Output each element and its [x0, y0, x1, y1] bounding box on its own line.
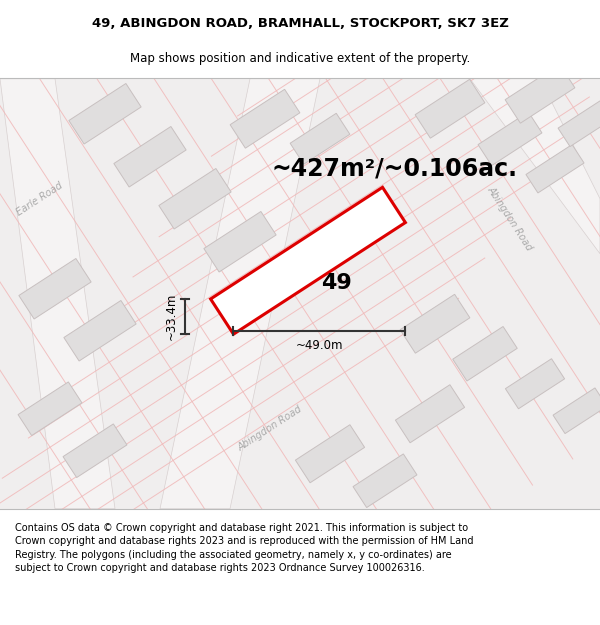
Polygon shape — [69, 84, 141, 144]
Text: ~33.4m: ~33.4m — [164, 293, 178, 340]
Polygon shape — [505, 64, 575, 123]
Text: Abingdon Road: Abingdon Road — [236, 404, 304, 453]
Polygon shape — [295, 425, 365, 483]
Polygon shape — [526, 144, 584, 193]
Text: Contains OS data © Crown copyright and database right 2021. This information is : Contains OS data © Crown copyright and d… — [15, 523, 473, 573]
Polygon shape — [415, 79, 485, 138]
Polygon shape — [64, 301, 136, 361]
Polygon shape — [19, 259, 91, 319]
Polygon shape — [204, 211, 276, 272]
Polygon shape — [290, 113, 350, 164]
Polygon shape — [114, 126, 186, 187]
Polygon shape — [211, 188, 406, 334]
Text: Map shows position and indicative extent of the property.: Map shows position and indicative extent… — [130, 52, 470, 65]
Text: Abingdon Road: Abingdon Road — [485, 185, 535, 253]
Polygon shape — [230, 89, 300, 148]
Polygon shape — [553, 388, 600, 434]
Polygon shape — [478, 112, 542, 166]
Polygon shape — [558, 101, 600, 147]
Polygon shape — [160, 79, 320, 509]
Text: ~49.0m: ~49.0m — [296, 339, 343, 352]
Polygon shape — [159, 169, 231, 229]
Polygon shape — [63, 424, 127, 478]
Polygon shape — [453, 326, 517, 381]
Text: 49, ABINGDON ROAD, BRAMHALL, STOCKPORT, SK7 3EZ: 49, ABINGDON ROAD, BRAMHALL, STOCKPORT, … — [92, 17, 508, 30]
Polygon shape — [395, 385, 464, 442]
Text: ~427m²/~0.106ac.: ~427m²/~0.106ac. — [272, 157, 518, 181]
Polygon shape — [0, 79, 115, 509]
Polygon shape — [18, 382, 82, 436]
Text: 49: 49 — [320, 272, 352, 292]
Polygon shape — [400, 294, 470, 353]
Polygon shape — [505, 359, 565, 409]
Text: Earle Road: Earle Road — [15, 180, 65, 218]
Polygon shape — [470, 79, 600, 254]
Polygon shape — [353, 454, 417, 508]
